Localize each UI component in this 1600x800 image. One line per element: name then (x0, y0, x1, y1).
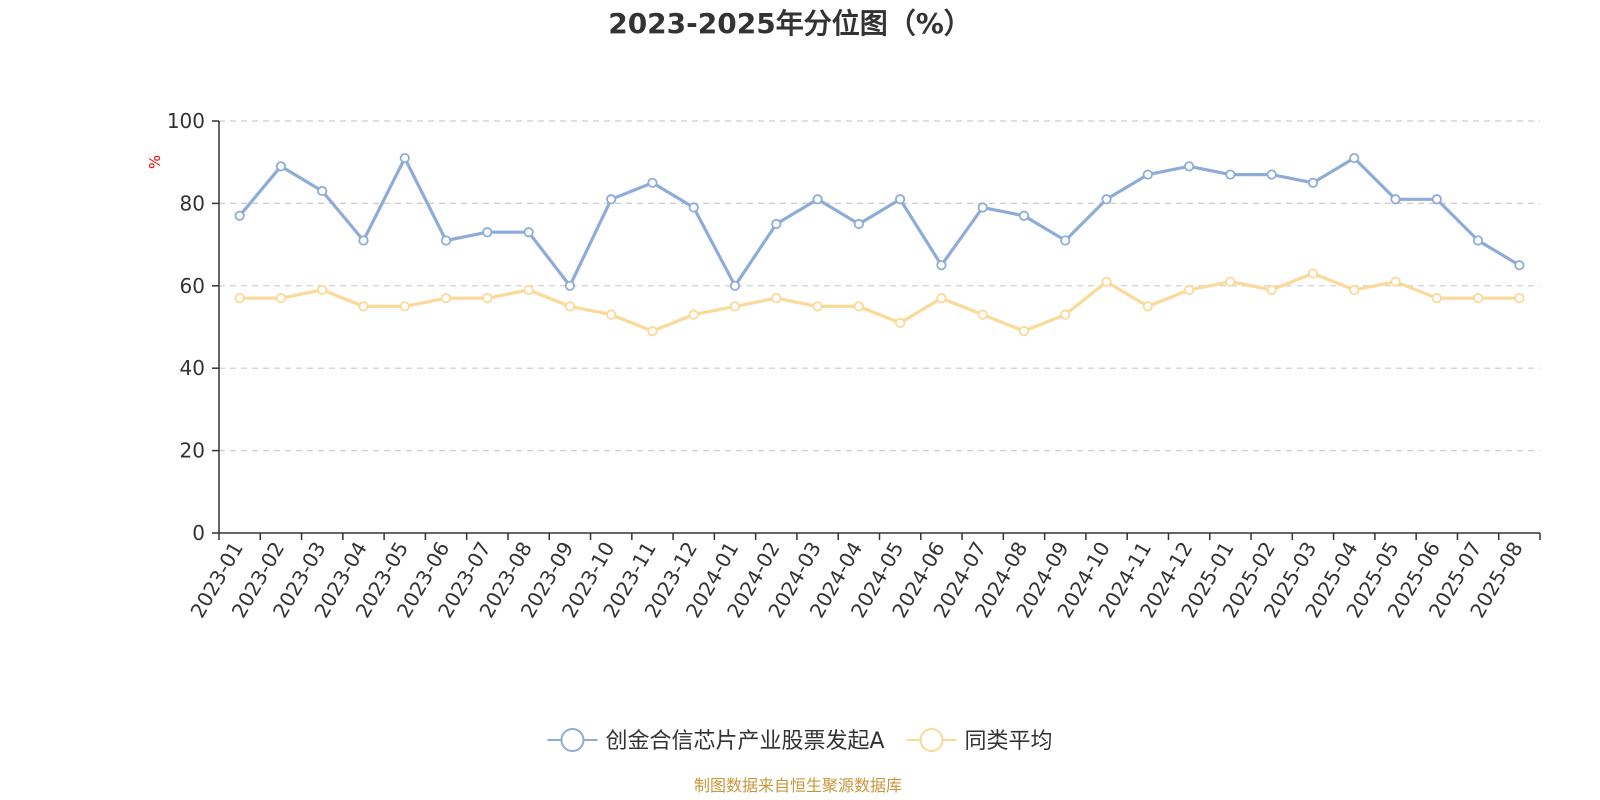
data-point (440, 235, 452, 246)
legend-circle-icon (560, 728, 585, 752)
data-point (358, 235, 369, 246)
data-point (812, 301, 823, 312)
data-point (812, 194, 823, 205)
data-point (1307, 268, 1319, 279)
data-point (729, 301, 741, 312)
data-point (1431, 194, 1442, 205)
x-tick-labels: 2023-012023-022023-032023-042023-052023-… (185, 538, 1527, 622)
data-point (1349, 284, 1360, 296)
legend-item-2[interactable]: 同类平均 (906, 728, 1053, 754)
data-point (440, 293, 452, 304)
data-point (1101, 276, 1112, 287)
series-line (238, 271, 1522, 333)
data-point (1431, 293, 1442, 304)
y-axis-unit-label: % (146, 155, 164, 169)
y-tick-label: 40 (180, 356, 205, 380)
data-point (1142, 301, 1153, 312)
y-tick-label: 100 (167, 109, 205, 133)
data-point (234, 210, 245, 221)
data-point (895, 317, 906, 328)
data-point (936, 260, 947, 271)
data-point (1184, 284, 1195, 296)
data-point (1060, 309, 1071, 320)
data-point (564, 301, 575, 312)
data-point (1060, 235, 1071, 246)
data-point (317, 284, 328, 296)
chart-title: 2023-2025年分位图（%） (608, 7, 972, 40)
data-point (523, 227, 534, 238)
data-source-note: 制图数据来自恒生聚源数据库 (694, 776, 902, 795)
grid-lines (219, 120, 1540, 452)
data-point (1390, 194, 1401, 205)
data-point (771, 218, 782, 230)
data-point (482, 293, 493, 304)
axes (212, 120, 1541, 540)
data-point (1018, 210, 1030, 221)
data-point (317, 185, 328, 197)
series-2 (234, 268, 1525, 337)
data-point (1225, 169, 1236, 180)
series-lines (234, 152, 1525, 337)
legend-label: 创金合信芯片产业股票发起A (605, 729, 884, 754)
legend-item-1[interactable]: 创金合信芯片产业股票发起A (547, 728, 885, 754)
data-point (275, 161, 287, 172)
data-point (399, 152, 410, 164)
data-point (358, 301, 369, 312)
y-tick-labels: 0 20 40 60 80 100 (167, 109, 205, 545)
data-point (1266, 169, 1277, 180)
data-point (1514, 293, 1525, 304)
legend-circle-icon (919, 728, 944, 752)
y-tick-label: 0 (192, 521, 205, 545)
series-1 (234, 152, 1525, 291)
data-point (1472, 235, 1484, 246)
data-point (523, 284, 534, 296)
data-point (895, 194, 906, 205)
data-point (234, 293, 245, 304)
legend[interactable]: 创金合信芯片产业股票发起A 同类平均 (547, 728, 1053, 754)
data-point (1514, 260, 1525, 271)
data-point (936, 293, 947, 304)
data-point (771, 293, 782, 304)
data-point (606, 309, 617, 320)
data-point (1266, 284, 1277, 296)
data-point (647, 177, 658, 188)
data-point (564, 280, 575, 291)
data-point (482, 227, 493, 238)
data-point (1184, 161, 1195, 172)
data-point (1142, 169, 1153, 180)
data-point (853, 218, 864, 230)
data-point (1225, 276, 1236, 287)
y-tick-label: 20 (180, 439, 205, 463)
series-line (238, 156, 1522, 288)
data-point (606, 194, 617, 205)
data-point (647, 326, 658, 337)
data-point (1307, 177, 1319, 188)
data-point (1472, 293, 1484, 304)
y-tick-label: 80 (180, 191, 205, 215)
data-point (1101, 194, 1112, 205)
y-tick-label: 60 (180, 274, 205, 298)
data-point (853, 301, 864, 312)
data-point (399, 301, 410, 312)
data-point (977, 202, 988, 213)
data-point (729, 280, 741, 291)
legend-label: 同类平均 (965, 729, 1053, 754)
data-point (1390, 276, 1401, 287)
data-point (977, 309, 988, 320)
data-point (1349, 152, 1360, 164)
data-point (688, 309, 699, 320)
data-point (688, 202, 699, 213)
data-point (1018, 326, 1030, 337)
data-point (275, 293, 287, 304)
